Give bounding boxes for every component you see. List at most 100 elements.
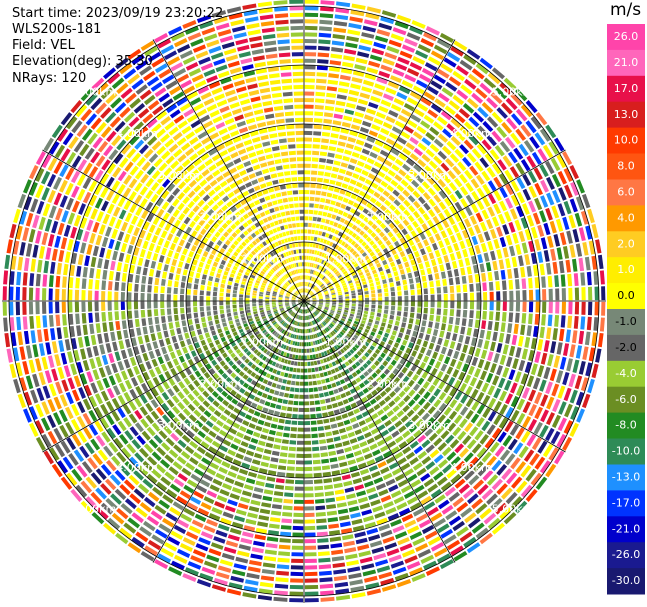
velocity-gate [255,318,261,322]
velocity-gate [296,374,300,380]
velocity-gate [319,258,323,264]
velocity-gate [176,456,187,465]
velocity-gate [293,401,299,406]
velocity-gate [292,525,304,531]
velocity-gate [157,553,172,564]
velocity-gate [110,97,122,109]
velocity-gate [291,297,296,300]
velocity-gate [140,309,146,318]
velocity-gate [230,380,237,388]
velocity-gate [460,84,473,95]
velocity-gate [411,20,426,29]
velocity-gate [398,441,408,449]
velocity-gate [38,246,45,259]
velocity-gate [374,235,380,242]
velocity-gate [286,352,290,358]
velocity-gate [253,349,259,355]
velocity-gate [308,374,312,380]
velocity-gate [304,348,307,353]
velocity-gate [167,410,176,419]
velocity-gate [528,313,533,325]
velocity-gate [464,374,472,384]
velocity-gate [290,333,294,338]
velocity-gate [272,292,277,295]
velocity-gate [334,229,340,235]
velocity-gate [307,262,310,267]
velocity-gate [294,327,297,333]
velocity-gate [196,233,203,241]
velocity-gate [357,328,362,334]
velocity-gate [302,309,304,314]
velocity-gate [440,110,452,121]
velocity-gate [63,263,69,276]
velocity-gate [211,346,217,353]
velocity-gate [263,556,277,562]
velocity-gate [124,461,135,472]
velocity-gate [322,287,327,291]
velocity-gate [328,333,333,338]
velocity-gate [309,283,312,288]
velocity-gate [509,245,516,257]
velocity-gate [318,45,330,51]
velocity-gate [443,208,451,218]
velocity-gate [309,307,313,311]
velocity-gate [459,126,471,137]
velocity-gate [192,336,198,343]
velocity-gate [306,249,310,254]
velocity-gate [127,347,134,358]
velocity-gate [215,273,221,279]
velocity-gate [412,507,425,517]
velocity-gate [382,259,388,266]
velocity-gate [471,68,485,80]
velocity-gate [498,417,508,429]
velocity-gate [189,374,196,382]
velocity-gate [309,314,312,319]
velocity-gate [261,282,267,286]
velocity-gate [265,373,271,379]
velocity-gate [254,366,260,372]
velocity-gate [479,329,485,339]
velocity-gate [160,301,165,309]
velocity-gate [210,542,224,550]
velocity-gate [338,304,343,307]
velocity-gate [361,277,366,282]
velocity-gate [296,348,299,353]
velocity-gate [380,414,389,422]
velocity-gate [304,249,307,254]
velocity-gate [390,148,400,156]
velocity-gate [555,218,564,232]
velocity-gate [168,566,183,576]
velocity-gate [380,127,390,136]
velocity-gate [269,345,275,350]
velocity-gate [105,478,117,491]
velocity-gate [253,339,259,345]
velocity-gate [363,225,370,231]
velocity-gate [510,457,521,470]
velocity-gate [177,439,187,449]
velocity-gate [100,200,109,212]
velocity-gate [123,329,129,339]
velocity-gate [446,468,457,479]
velocity-gate [185,462,196,471]
velocity-gate [337,274,342,279]
velocity-gate [421,153,431,163]
velocity-gate [90,472,102,485]
velocity-gate [286,413,292,418]
velocity-gate [344,361,350,367]
velocity-gate [364,416,373,424]
velocity-gate [245,518,257,525]
velocity-gate [105,226,112,237]
velocity-gate [338,264,343,269]
velocity-gate [242,335,248,340]
velocity-gate [94,279,100,290]
velocity-gate [501,121,513,134]
velocity-gate [95,268,101,279]
velocity-gate [460,406,469,416]
velocity-gate [231,232,238,238]
velocity-gate [211,584,227,592]
velocity-gate [304,209,309,214]
velocity-gate [318,39,331,45]
velocity-gate [51,341,58,354]
velocity-gate [332,278,337,282]
velocity-gate [288,400,294,405]
